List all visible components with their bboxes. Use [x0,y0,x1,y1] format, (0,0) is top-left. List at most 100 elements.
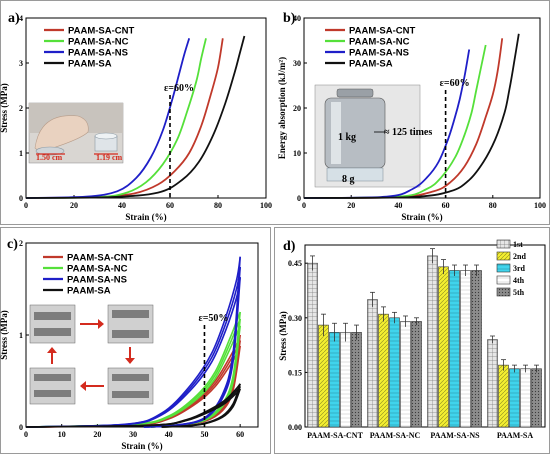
strain-annotation: ε=50% [198,313,228,324]
bar-5th [471,270,482,428]
loading-curve [25,277,241,428]
y-tick-label: 1 [19,149,23,158]
y-tick-label: 3 [19,59,23,68]
bar-3rd [329,332,340,428]
x-tick-label: 50 [200,430,208,439]
arrow-left-icon [80,381,104,391]
legend-label: PAAM-SA-CNT [349,26,416,37]
loading-curve [25,388,241,428]
category-label: PAAM-SA-NS [430,431,480,440]
legend-swatch [496,275,511,285]
bar-4th [340,332,351,428]
panel-label: c) [7,237,18,252]
y-tick-label: 10 [293,149,301,158]
legend-label: 2nd [513,252,526,261]
bar-1st [367,299,378,428]
legend-label: PAAM-SA-NC [68,37,129,48]
bar-4th [520,368,531,428]
bar-2nd [318,324,329,428]
bar-2nd [438,266,449,428]
series-line [25,35,246,199]
legend-label: PAAM-SA-CNT [67,253,134,264]
series-line [303,44,487,199]
y-axis-label: Stress (MPa) [278,311,288,361]
hydrogel-sample [326,167,384,182]
panel-label: d) [283,239,296,254]
x-tick-label: 60 [236,430,244,439]
bar-3rd [449,270,460,428]
legend-label: PAAM-SA-NS [67,275,127,286]
x-tick-label: 20 [70,201,78,210]
y-axis-label: Stress (MPa) [0,310,9,360]
x-tick-label: 20 [347,201,355,210]
category-label: PAAM-SA-CNT [307,431,364,440]
bar-1st [427,255,438,428]
panel-label: b) [283,11,296,26]
x-tick-label: 40 [118,201,126,210]
bar-5th [411,321,422,428]
bar-2nd [378,313,389,428]
arrow-down-icon [125,347,135,364]
x-tick-label: 30 [129,430,137,439]
y-tick-label: 40 [293,14,301,23]
bar-1st [307,262,318,428]
bar-5th [531,368,542,428]
x-tick-label: 100 [260,201,272,210]
legend-label: PAAM-SA-NC [67,264,128,275]
legend-label: PAAM-SA [349,59,393,70]
x-axis-label: Strain (%) [121,441,162,451]
arrow-up-icon [47,347,57,364]
y-tick-label: 2 [19,239,23,248]
y-tick-label: 4 [19,14,23,23]
gel-disk-large [35,146,65,156]
y-tick-label: 1 [19,331,23,340]
y-tick-label: 0 [297,194,301,203]
legend-swatch [496,287,511,297]
legend-swatch [496,263,511,273]
series-line [303,49,471,199]
series-line [25,38,191,199]
unloading-curve [161,388,241,428]
x-tick-label: 0 [24,430,28,439]
legend-label: PAAM-SA-NS [349,48,409,59]
x-tick-label: 40 [165,430,173,439]
legend-label: 5th [513,288,525,297]
x-tick-label: 20 [93,430,101,439]
photo-dimension-label: 1.19 cm [96,153,123,162]
legend-label: PAAM-SA-NS [68,48,128,59]
x-tick-label: 80 [214,201,222,210]
x-tick-label: 10 [58,430,66,439]
finger-illustration [34,115,89,153]
bar-3rd [389,317,400,428]
y-tick-label: 0 [19,194,23,203]
bar-4th [400,321,411,428]
series-line [303,33,520,199]
panel-a-photo [28,102,124,164]
y-tick-label: 0.30 [288,314,302,323]
weight-handle [336,88,374,98]
legend-label: 4th [513,276,525,285]
x-tick-label: 60 [166,201,174,210]
legend-swatch [496,239,511,249]
photo-weight-label: 8 g [342,174,355,185]
y-tick-label: 0.00 [288,423,302,432]
x-tick-label: 0 [302,201,306,210]
y-tick-label: 30 [293,59,301,68]
y-tick-label: 0 [19,423,23,432]
plot-area-panel-d [304,244,546,428]
legend-label: PAAM-SA [67,286,111,297]
y-tick-label: 20 [293,104,301,113]
bar-1st [487,339,498,428]
x-tick-label: 40 [394,201,402,210]
ratio-annotation: ≈ 125 times [384,127,432,138]
legend-swatch [496,251,511,261]
strain-annotation: ε=60% [440,78,470,89]
legend-label: 3rd [513,264,526,273]
legend-label: PAAM-SA-NC [349,37,410,48]
legend-label: PAAM-SA [68,59,112,70]
panel-label: a) [8,11,20,26]
photo-dimension-label: 1.50 cm [36,153,63,162]
bar-4th [460,270,471,428]
x-axis-label: Strain (%) [125,212,166,222]
